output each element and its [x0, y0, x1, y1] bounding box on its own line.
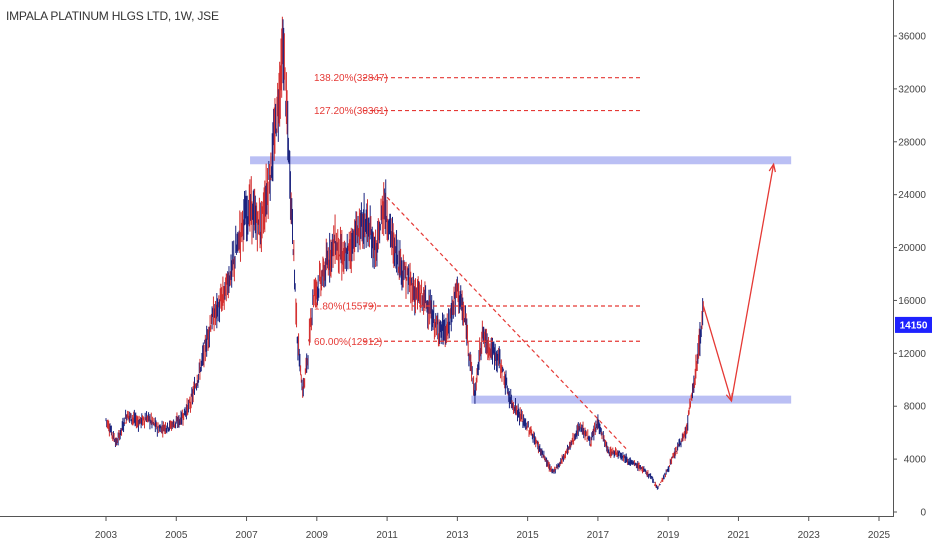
candle-series — [105, 16, 704, 490]
chart-title: IMPALA PLATINUM HLGS LTD, 1W, JSE — [6, 9, 219, 23]
arrowhead-up — [768, 162, 776, 173]
x-axis-ticks: 2003 2005 2007 2009 2011 2013 2015 2017 2019 2021… — [95, 517, 891, 541]
fib-label-3: 60.00%(12912) — [314, 337, 382, 348]
arrowhead-down — [725, 392, 733, 403]
x-tick-label: 2025 — [868, 530, 891, 541]
drawing-lines — [386, 162, 776, 449]
x-tick-label: 2005 — [165, 530, 188, 541]
y-tick-label: 16000 — [898, 296, 926, 307]
x-tick-label: 2023 — [798, 530, 821, 541]
last-price-tag: 14150 — [895, 316, 932, 333]
fib-label-0: 138.20%(32847) — [314, 73, 388, 84]
x-tick-label: 2015 — [517, 530, 540, 541]
x-tick-label: 2009 — [306, 530, 329, 541]
x-tick-label: 2019 — [657, 530, 680, 541]
support-resistance-zones — [250, 156, 792, 404]
y-tick-label: 24000 — [898, 190, 926, 201]
x-tick-label: 2017 — [587, 530, 610, 541]
zone-1 — [471, 395, 792, 404]
y-tick-label: 12000 — [898, 349, 926, 360]
y-tick-label: 36000 — [898, 32, 926, 43]
price-tag-label: 14150 — [900, 320, 928, 331]
y-tick-label: 4000 — [904, 455, 927, 466]
axes — [0, 0, 894, 517]
x-tick-label: 2011 — [376, 530, 398, 541]
zone-0 — [250, 156, 792, 165]
fib-label-1: 127.20%(30361) — [314, 106, 388, 117]
price-tag-box — [895, 316, 932, 333]
y-axis-ticks: 0 4000 8000 12000 16000 20000 24000 28000 32000 3… — [893, 32, 926, 519]
y-tick-label: 32000 — [898, 84, 926, 95]
y-tick-label: 20000 — [898, 243, 926, 254]
x-tick-label: 2003 — [95, 530, 118, 541]
trend-line — [386, 196, 627, 449]
y-tick-label: 28000 — [898, 137, 926, 148]
projection-path — [702, 164, 775, 402]
x-tick-label: 2021 — [727, 530, 750, 541]
x-tick-label: 2013 — [446, 530, 469, 541]
fibonacci-levels: 138.20%(32847) 127.20%(30361) 1.80%(15579)… — [314, 73, 643, 348]
x-tick-label: 2007 — [235, 530, 258, 541]
fib-label-2: 1.80%(15579) — [314, 302, 377, 313]
y-tick-label: 0 — [920, 508, 926, 519]
y-tick-label: 8000 — [904, 402, 927, 413]
